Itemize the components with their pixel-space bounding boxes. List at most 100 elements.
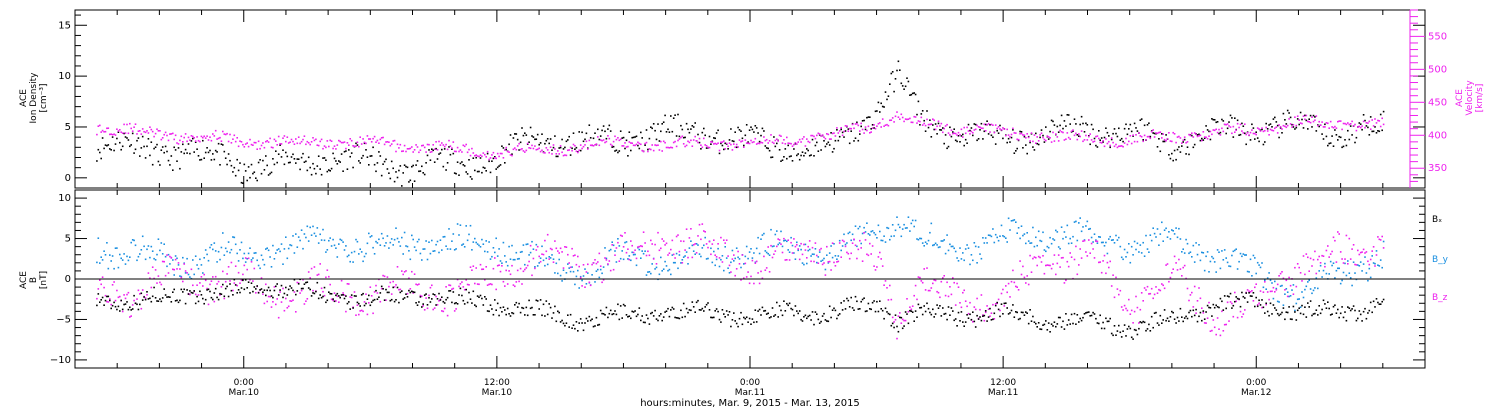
density-point xyxy=(1130,130,1133,133)
bz-point xyxy=(325,276,327,279)
bz-point xyxy=(1116,288,1119,290)
velocity-point xyxy=(320,138,323,141)
bz-point xyxy=(843,240,845,243)
bx-point xyxy=(1033,321,1036,323)
bx-point xyxy=(881,309,884,312)
density-point xyxy=(1125,123,1127,126)
by-point xyxy=(758,252,761,255)
velocity-point xyxy=(1324,126,1326,128)
by-point xyxy=(1351,284,1353,287)
density-point xyxy=(992,136,994,138)
density-point xyxy=(299,168,301,171)
bx-point xyxy=(584,322,586,324)
bx-point xyxy=(1032,315,1034,318)
velocity-point xyxy=(966,126,968,129)
velocity-point xyxy=(408,148,410,150)
velocity-point xyxy=(1153,136,1156,138)
by-point xyxy=(1205,255,1207,258)
velocity-point xyxy=(106,127,108,130)
density-point xyxy=(1327,144,1329,147)
density-point xyxy=(1378,130,1381,133)
density-point xyxy=(723,148,725,151)
bz-point xyxy=(1108,266,1110,269)
by-point xyxy=(1344,262,1346,265)
bx-point xyxy=(333,300,336,303)
bx-point xyxy=(1371,311,1373,314)
bx-point xyxy=(1050,323,1053,325)
bz-point xyxy=(814,242,817,244)
bz-point xyxy=(317,273,320,276)
density-point xyxy=(1289,116,1292,119)
bx-point xyxy=(1123,324,1126,326)
bx-point xyxy=(994,304,997,307)
velocity-point xyxy=(645,141,648,144)
bz-point xyxy=(758,282,761,285)
by-point xyxy=(1202,252,1205,254)
density-point xyxy=(292,153,294,156)
bz-point xyxy=(672,253,675,256)
by-point xyxy=(326,249,329,251)
velocity-point xyxy=(1017,138,1020,141)
density-point xyxy=(366,156,369,158)
by-point xyxy=(1143,255,1146,257)
by-point xyxy=(345,245,347,247)
velocity-point xyxy=(876,125,878,127)
bx-point xyxy=(755,321,758,323)
by-point xyxy=(567,263,569,265)
density-point xyxy=(874,110,877,113)
by-point xyxy=(227,241,230,243)
velocity-point xyxy=(740,140,742,143)
by-point xyxy=(1115,234,1117,237)
by-point xyxy=(333,244,336,247)
by-point xyxy=(764,250,767,252)
bz-point xyxy=(366,313,369,316)
by-point xyxy=(757,236,759,239)
bz-point xyxy=(1271,290,1273,293)
bx-point xyxy=(179,299,181,302)
density-point xyxy=(289,161,291,164)
density-point xyxy=(131,132,134,135)
bz-point xyxy=(1345,234,1348,237)
bz-point xyxy=(110,303,112,306)
bx-point xyxy=(977,318,980,320)
density-point xyxy=(957,135,960,137)
by-point xyxy=(861,232,864,235)
by-point xyxy=(1070,242,1073,244)
velocity-point xyxy=(1215,128,1217,131)
by-point xyxy=(300,229,303,231)
bz-point xyxy=(1209,330,1212,332)
bz-point xyxy=(136,298,138,300)
velocity-point xyxy=(485,156,487,158)
density-point xyxy=(494,156,496,158)
by-point xyxy=(307,240,310,242)
density-point xyxy=(1175,158,1177,161)
density-point xyxy=(1133,122,1136,125)
by-point xyxy=(587,272,589,274)
density-point xyxy=(1368,134,1371,136)
velocity-point xyxy=(521,148,523,150)
bz-point xyxy=(1161,283,1163,285)
by-point xyxy=(1307,281,1309,283)
velocity-point xyxy=(715,143,718,145)
bx-point xyxy=(701,307,704,310)
density-point xyxy=(826,143,828,145)
bx-point xyxy=(1192,309,1195,312)
density-point xyxy=(1123,127,1126,130)
density-point xyxy=(1169,157,1172,160)
bx-point xyxy=(877,310,880,313)
velocity-point xyxy=(628,141,631,143)
x-axis: 0:00Mar.1012:00Mar.100:00Mar.1112:00Mar.… xyxy=(74,10,1426,398)
bx-point xyxy=(237,289,240,291)
velocity-point xyxy=(869,132,871,134)
density-point xyxy=(844,130,847,132)
bx-point xyxy=(1102,321,1104,324)
density-point xyxy=(667,128,669,131)
velocity-point xyxy=(1166,138,1169,140)
bz-point xyxy=(733,254,735,256)
bx-point xyxy=(758,308,761,311)
by-point xyxy=(455,248,457,250)
bz-point xyxy=(1013,281,1016,284)
velocity-point xyxy=(1103,145,1106,148)
density-point xyxy=(1047,138,1050,140)
by-point xyxy=(972,259,974,262)
